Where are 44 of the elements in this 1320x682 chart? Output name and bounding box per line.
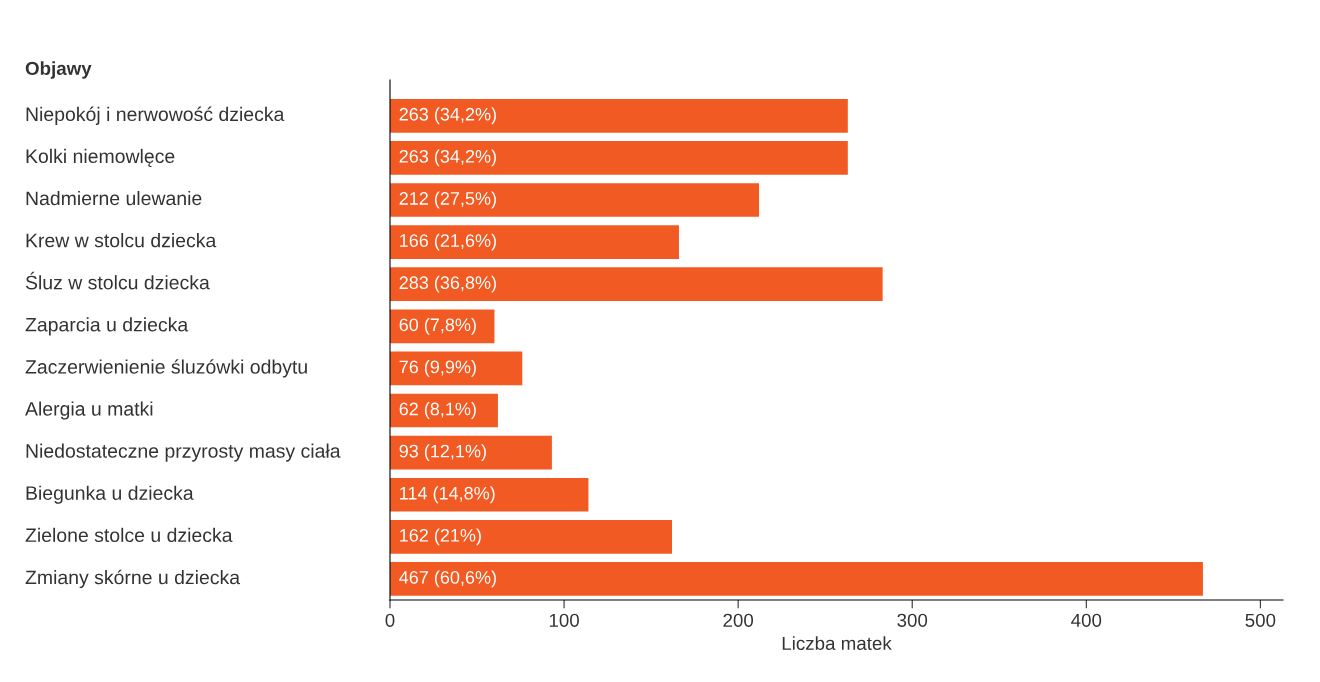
y-tick-label: Biegunka u dziecka — [26, 485, 194, 504]
y-tick-label: Nadmierne ulewanie — [26, 190, 202, 206]
y-tick-label: Śluz w stolcu dziecka — [25, 271, 210, 290]
bar — [390, 98, 848, 133]
y-tick-label: Zaparcia u dziecka — [25, 317, 189, 336]
bar — [390, 183, 760, 217]
y-tick-label: Zielone stolce u dziecka — [25, 527, 233, 543]
bar — [390, 435, 552, 470]
bar — [390, 393, 498, 428]
bar — [390, 141, 848, 175]
x-tick-label: 100 — [549, 613, 579, 627]
data-label: 162 (21%) — [400, 528, 481, 546]
data-label: 166 (21,6%) — [400, 233, 496, 251]
y-tick-label: Alergia u matki — [25, 401, 153, 420]
data-label: 263 (34,2%) — [399, 149, 496, 167]
data-label: 93 (12,1%) — [399, 444, 486, 462]
y-tick-label: Niedostateczne przyrosty masy ciała — [26, 443, 341, 462]
y-tick-label: Krew w stolcu dziecka — [26, 233, 217, 248]
x-axis-title: Liczba matek — [782, 636, 892, 650]
x-tick-label: 300 — [897, 613, 928, 627]
y-tick-label: Niepokój i nerwowość dziecka — [26, 106, 285, 125]
data-label: 60 (7,8%) — [399, 317, 476, 335]
data-label: 212 (27,5%) — [399, 191, 496, 209]
y-tick-label: Kolki niemowlęce — [26, 148, 175, 167]
data-label: 283 (36,8%) — [399, 275, 496, 293]
data-label: 76 (9,9%) — [399, 360, 476, 377]
data-label: 263 (34,2%) — [399, 107, 496, 125]
bar — [390, 351, 523, 386]
bar — [390, 520, 672, 554]
y-tick-label: Zaczerwienienie śluzówki odbytu — [25, 359, 307, 378]
bar — [390, 477, 589, 512]
bar — [390, 562, 1203, 596]
y-axis-title: Objawy — [25, 61, 92, 79]
x-tick-label: 400 — [1071, 613, 1102, 627]
data-label: 114 (14,8%) — [400, 486, 495, 504]
y-tick-label: Zmiany skórne u dziecka — [25, 569, 241, 589]
x-tick-label: 500 — [1245, 613, 1276, 627]
data-label: 62 (8,1%) — [399, 402, 476, 419]
bar — [390, 225, 679, 259]
data-label: 467 (60,6%) — [399, 570, 496, 588]
x-tick-label: 200 — [723, 613, 754, 627]
bar — [390, 309, 495, 344]
x-tick-label: 0 — [385, 613, 395, 627]
bar — [390, 267, 883, 302]
